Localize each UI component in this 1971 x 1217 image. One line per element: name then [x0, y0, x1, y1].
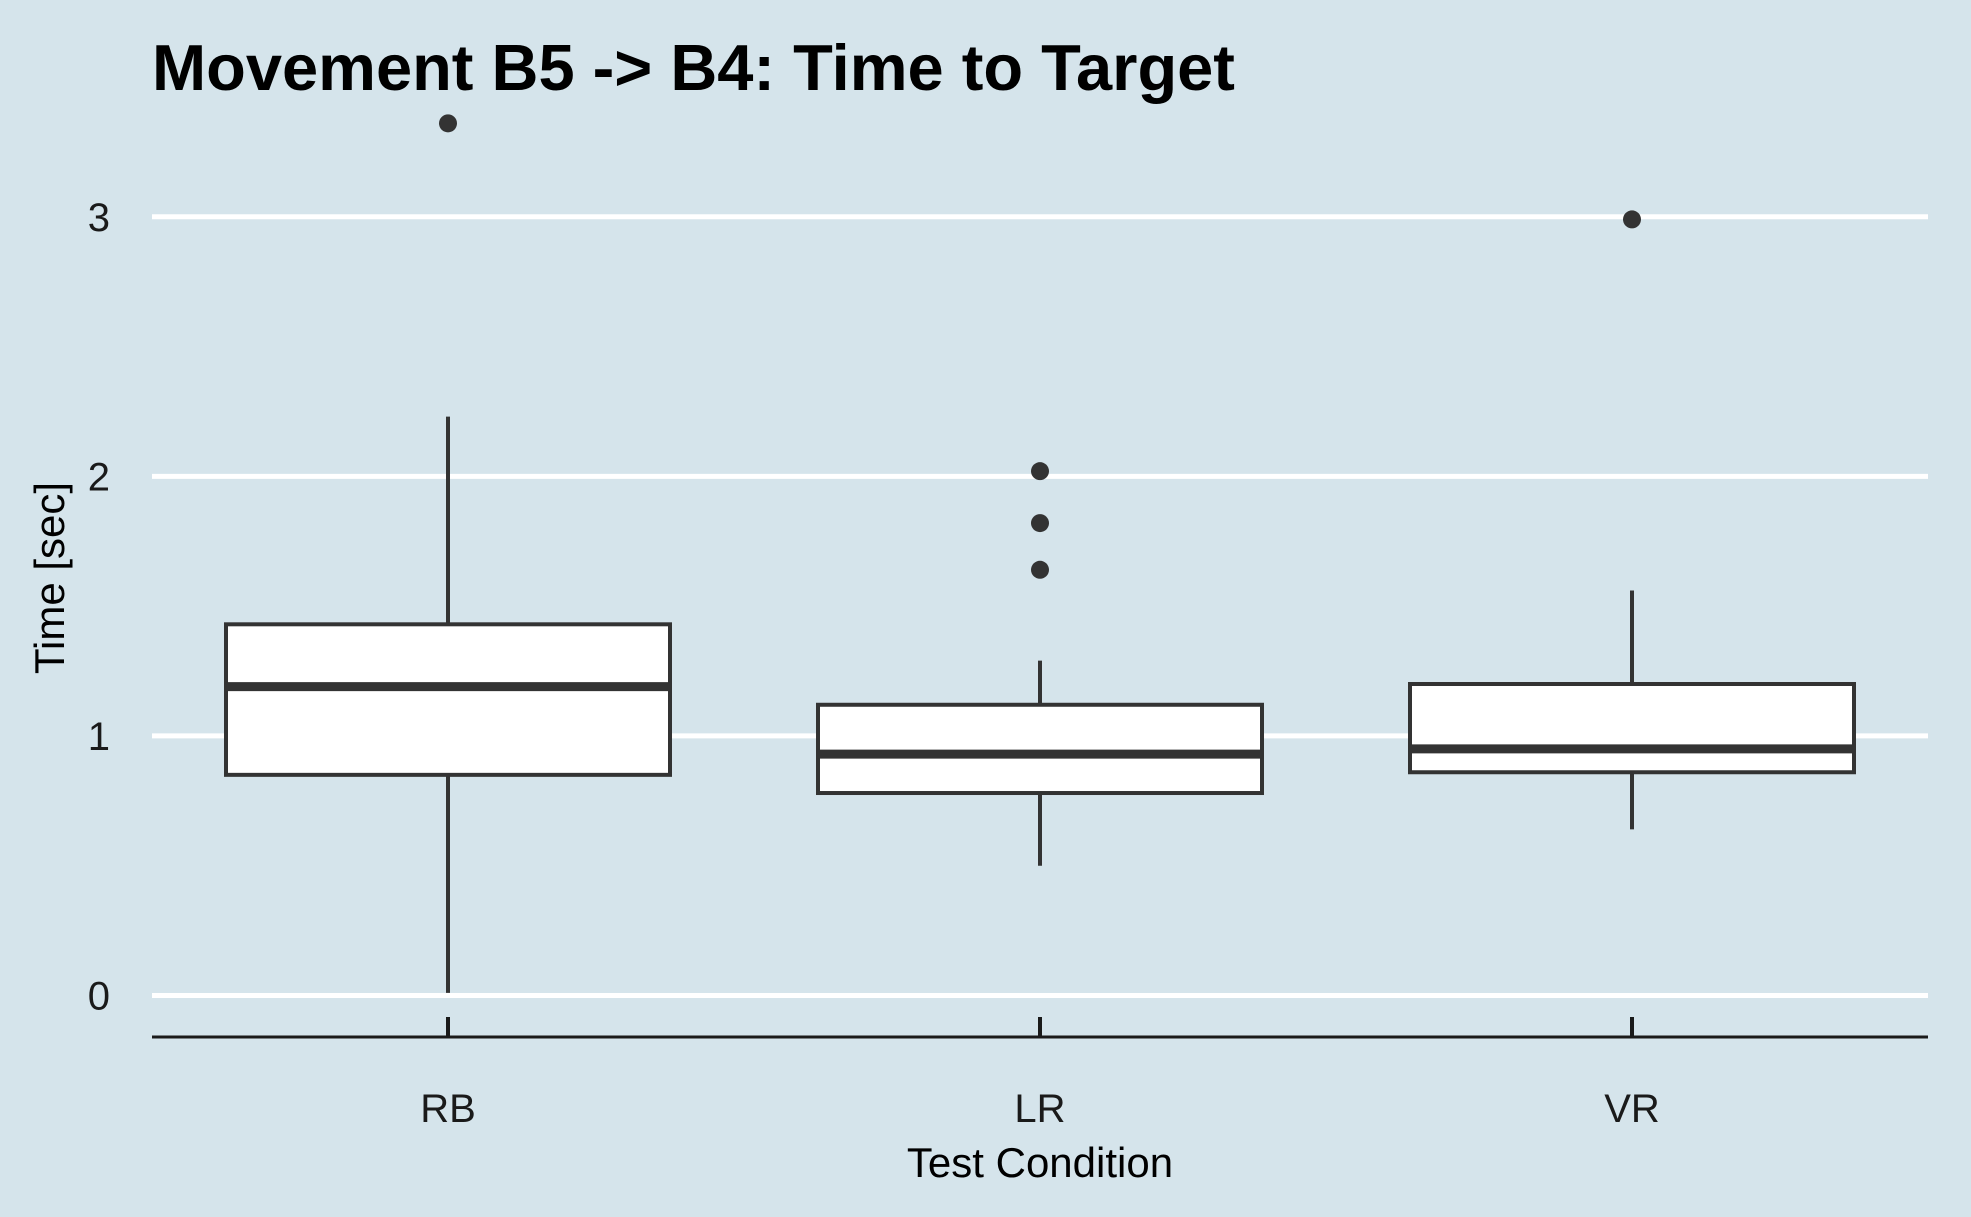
iqr-box — [224, 622, 672, 777]
chart-title: Movement B5 -> B4: Time to Target — [152, 31, 1235, 104]
x-tick-label: VR — [1604, 1087, 1660, 1131]
boxes — [224, 114, 1856, 993]
y-tick-labels: 0 1 2 3 — [88, 196, 110, 1019]
box-lr — [816, 462, 1264, 866]
outlier-point — [1031, 560, 1049, 579]
y-tick-label: 2 — [88, 455, 110, 499]
box-rb — [224, 114, 672, 993]
x-axis-title: Test Condition — [907, 1139, 1173, 1186]
gridlines — [152, 214, 1928, 998]
x-tick-label: RB — [420, 1087, 476, 1131]
outlier-point — [1031, 462, 1049, 481]
x-ticks: RB LR VR — [420, 1017, 1660, 1131]
outlier-point — [1623, 210, 1641, 229]
y-tick-label: 3 — [88, 196, 110, 240]
box-vr — [1408, 210, 1856, 830]
y-tick-label: 1 — [88, 715, 110, 759]
outlier-point — [439, 114, 457, 133]
outlier-point — [1031, 514, 1049, 533]
y-axis-title: Time [sec] — [26, 482, 73, 674]
y-tick-label: 0 — [88, 974, 110, 1018]
iqr-box — [816, 702, 1264, 796]
x-tick-label: LR — [1014, 1087, 1065, 1131]
iqr-box — [1408, 682, 1856, 775]
